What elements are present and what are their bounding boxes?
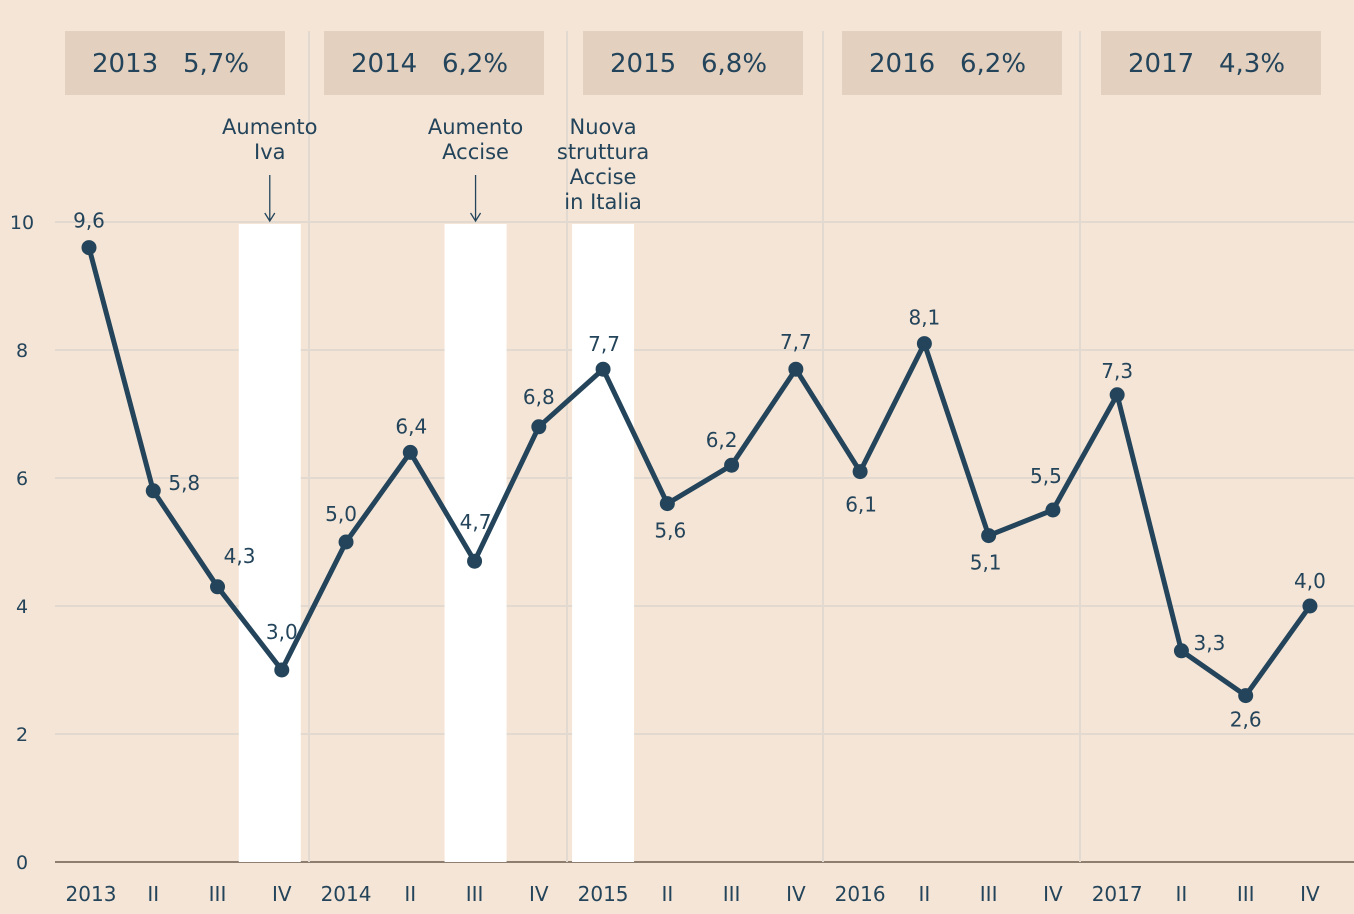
year-growth-value: 4,3% [1219,49,1285,79]
x-tick-label: II [661,882,673,906]
data-label: 5,5 [1030,464,1062,488]
annotation-text: Accise [570,165,637,189]
data-point [274,662,290,678]
data-label: 5,0 [325,502,357,526]
data-label: 5,8 [168,471,200,495]
year-label: 2015 [610,49,676,79]
x-tick-label: IV [1043,882,1063,906]
data-label: 6,1 [845,493,877,517]
data-point [81,240,97,256]
x-tick-label: 2014 [321,882,372,906]
data-point [916,336,932,352]
x-tick-label: IV [786,882,806,906]
data-point [402,444,418,460]
x-tick-label: IV [529,882,549,906]
year-growth-value: 5,7% [183,49,249,79]
x-tick-label: II [147,882,159,906]
x-tick-label: II [404,882,416,906]
annotation-text: Accise [442,140,509,164]
data-label: 5,1 [970,551,1002,575]
data-point [145,483,161,499]
year-growth-value: 6,2% [442,49,508,79]
data-point [1109,387,1125,403]
data-point [1302,598,1318,614]
data-label: 3,0 [266,620,298,644]
event-band [444,224,507,862]
data-label: 6,4 [395,414,427,438]
data-point [467,553,483,569]
data-point [788,361,804,377]
data-label: 4,0 [1294,569,1326,593]
x-tick-label: 2015 [578,882,629,906]
x-tick-label: III [723,882,741,906]
year-label: 2013 [92,49,158,79]
data-point [1045,502,1061,518]
x-tick-label: III [466,882,484,906]
year-growth-value: 6,2% [960,49,1026,79]
year-label: 2017 [1128,49,1194,79]
year-summary-box [324,31,544,95]
annotation-text: Aumento [222,115,317,139]
data-point [724,457,740,473]
x-tick-label: II [918,882,930,906]
data-label: 7,7 [780,330,812,354]
x-tick-label: IV [1300,882,1320,906]
data-label: 9,6 [73,209,105,233]
data-label: 4,3 [224,544,256,568]
data-point [981,528,997,544]
year-growth-value: 6,8% [701,49,767,79]
data-label: 7,7 [588,332,620,356]
x-tick-label: III [1237,882,1255,906]
data-label: 8,1 [908,306,940,330]
x-tick-label: 2016 [835,882,886,906]
arrow-head-icon [470,212,482,223]
y-tick-label: 2 [16,724,28,746]
y-tick-label: 6 [16,468,28,490]
data-point [338,534,354,550]
year-summary-box [1101,31,1321,95]
data-label: 3,3 [1194,631,1226,655]
event-band [572,224,635,862]
annotation-text: struttura [557,140,649,164]
data-label: 7,3 [1101,359,1133,383]
annotation-text: in Italia [564,190,642,214]
series-line [86,246,1312,699]
year-label: 2016 [869,49,935,79]
arrow-head-icon [264,212,276,223]
y-tick-label: 4 [16,596,28,618]
year-summary-box [583,31,803,95]
x-tick-label: III [209,882,227,906]
data-point [210,579,226,595]
data-point [531,419,547,435]
y-tick-label: 0 [16,852,28,874]
data-point [659,496,675,512]
annotation-text: Iva [254,140,286,164]
data-label: 5,6 [654,519,686,543]
y-tick-label: 10 [10,212,34,234]
year-label: 2014 [351,49,417,79]
data-point [595,361,611,377]
data-label: 4,7 [460,510,492,534]
x-tick-label: 2017 [1092,882,1143,906]
x-tick-label: II [1176,882,1188,906]
event-band [238,224,301,862]
data-point [1238,688,1254,704]
data-label: 2,6 [1230,708,1262,732]
y-tick-label: 8 [16,340,28,362]
x-tick-label: III [980,882,998,906]
x-tick-label: 2013 [66,882,117,906]
year-summary-box [65,31,285,95]
data-label: 6,2 [706,428,738,452]
data-point [852,464,868,480]
data-label: 6,8 [523,385,555,409]
x-tick-label: IV [272,882,292,906]
year-summary-box [842,31,1062,95]
annotation-text: Nuova [569,115,636,139]
annotation-text: Aumento [428,115,523,139]
data-point [1173,643,1189,659]
